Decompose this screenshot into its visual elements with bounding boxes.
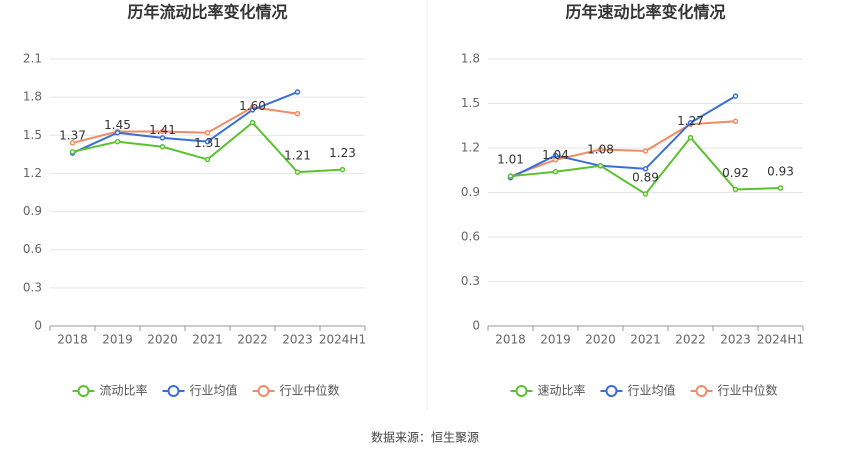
x-tick-label: 2023 [282,333,313,347]
data-label: 0.89 [632,170,659,184]
data-label: 1.23 [329,146,356,160]
point [204,156,211,163]
x-tick-label: 2023 [720,333,751,347]
point [114,138,121,145]
y-tick-label: 1.8 [461,52,480,66]
series-line [72,91,298,154]
legend-marker [77,385,90,397]
data-label: 1.37 [59,128,86,142]
y-tick-label: 0 [34,319,42,333]
x-tick-label: 2020 [147,333,178,347]
data-label: 0.92 [722,166,749,180]
point [597,163,604,169]
x-tick-label: 2022 [675,333,706,347]
x-tick-label: 2020 [585,333,616,347]
point [552,152,559,159]
legend-label: 速动比率 [538,383,586,398]
data-label: 1.45 [104,118,131,132]
y-tick-label: 1.2 [23,166,42,180]
series-line [72,106,298,144]
point [294,89,301,95]
point [69,149,76,155]
point [294,110,301,117]
x-tick-label: 2019 [102,333,133,347]
x-tick-label: 2022 [237,333,268,347]
x-tick-label: 2021 [630,333,661,347]
x-tick-label: 2018 [495,333,526,347]
data-label: 1.21 [284,149,311,163]
data-label: 0.93 [767,165,794,179]
point [642,191,649,197]
legend-marker [257,385,270,397]
point [687,120,694,126]
point [642,148,649,154]
y-tick-label: 0.3 [461,274,480,288]
point [642,166,649,172]
point [732,93,739,99]
point [732,186,739,193]
y-tick-label: 0.9 [23,204,42,218]
point [339,166,346,173]
legend-marker [605,385,618,397]
point [159,135,166,141]
legend-label: 行业中位数 [718,383,778,398]
y-tick-label: 1.5 [461,96,480,110]
legend-marker [695,385,708,397]
data-label: 1.60 [239,99,266,113]
data-label: 1.01 [497,153,524,167]
y-tick-label: 0.3 [23,280,42,294]
y-tick-label: 0 [472,319,480,333]
legend-marker [515,385,528,397]
data-label: 1.04 [542,148,569,162]
point [597,146,604,153]
point [249,107,256,113]
chart-title: 历年流动比率变化情况 [127,3,287,22]
point [294,169,301,175]
series-line [510,120,736,178]
x-tick-label: 2018 [57,333,88,347]
x-tick-label: 2019 [540,333,571,347]
point [507,173,514,179]
legend-label: 行业均值 [628,383,676,398]
point [114,129,121,136]
point [204,138,211,145]
y-tick-label: 0.6 [461,230,480,244]
point [687,134,694,141]
series-line [510,95,737,179]
legend-label: 行业均值 [190,383,238,398]
chart-title: 历年速动比率变化情况 [565,3,725,22]
legend-marker [167,385,180,397]
data-label: 1.08 [587,142,614,156]
y-tick-label: 1.5 [23,128,42,142]
point [777,185,784,191]
source: 数据来源：恒生聚源 [371,430,479,445]
data-label: 1.41 [149,123,176,137]
y-tick-label: 2.1 [23,52,42,66]
data-label: 1.31 [194,136,221,150]
x-tick-label: 2024H1 [319,333,366,347]
y-tick-label: 0.6 [23,242,42,256]
y-tick-label: 1.8 [23,90,42,104]
point [204,129,211,136]
point [159,143,166,150]
legend-label: 流动比率 [100,383,148,398]
legend-label: 行业中位数 [280,383,340,398]
point [69,140,76,146]
point [552,168,559,175]
y-tick-label: 0.9 [461,185,480,199]
point [732,118,739,125]
point [159,128,166,135]
point [249,119,256,126]
data-label: 1.27 [677,114,704,128]
y-tick-label: 1.2 [461,141,480,155]
x-tick-label: 2024H1 [757,333,804,347]
x-tick-label: 2021 [192,333,223,347]
